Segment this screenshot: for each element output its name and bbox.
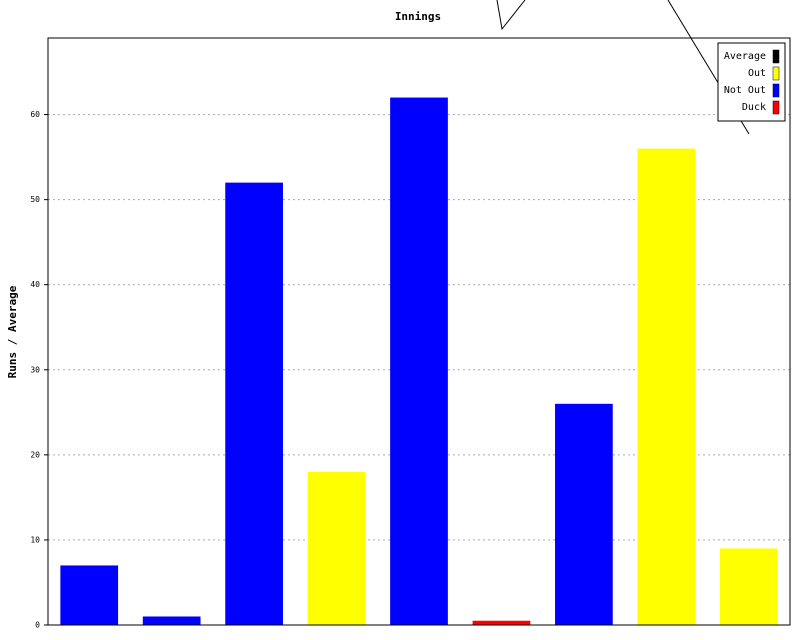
- legend-label: Duck: [742, 102, 766, 113]
- bar: [390, 97, 448, 626]
- legend-swatch: [772, 49, 780, 64]
- y-tick-label: 0: [35, 621, 40, 630]
- y-tick-label: 10: [30, 535, 40, 544]
- bar: [60, 565, 119, 625]
- y-tick-label: 60: [30, 110, 40, 119]
- legend: Average Out Not Out Duck: [717, 42, 786, 122]
- y-tick-label: 20: [30, 450, 40, 459]
- y-tick-label: 50: [30, 195, 40, 204]
- legend-swatch: [772, 83, 780, 98]
- bar: [555, 403, 613, 625]
- bar: [719, 548, 778, 625]
- chart-title: Innings: [395, 10, 441, 23]
- bar: [225, 182, 283, 626]
- bar: [142, 616, 201, 625]
- y-axis-label: Runs / Average: [6, 285, 19, 378]
- bar: [307, 471, 366, 625]
- legend-label: Average: [724, 51, 766, 62]
- bars: [60, 97, 778, 626]
- y-tick-label: 30: [30, 365, 40, 374]
- legend-label: Not Out: [724, 85, 766, 96]
- plot-frame: [47, 37, 791, 626]
- legend-swatch: [772, 66, 780, 81]
- legend-swatch: [772, 100, 780, 115]
- bar: [637, 148, 696, 625]
- bar: [472, 620, 531, 625]
- average-line-fragment: [496, 0, 526, 31]
- y-tick-label: 40: [30, 280, 40, 289]
- legend-label: Out: [748, 68, 766, 79]
